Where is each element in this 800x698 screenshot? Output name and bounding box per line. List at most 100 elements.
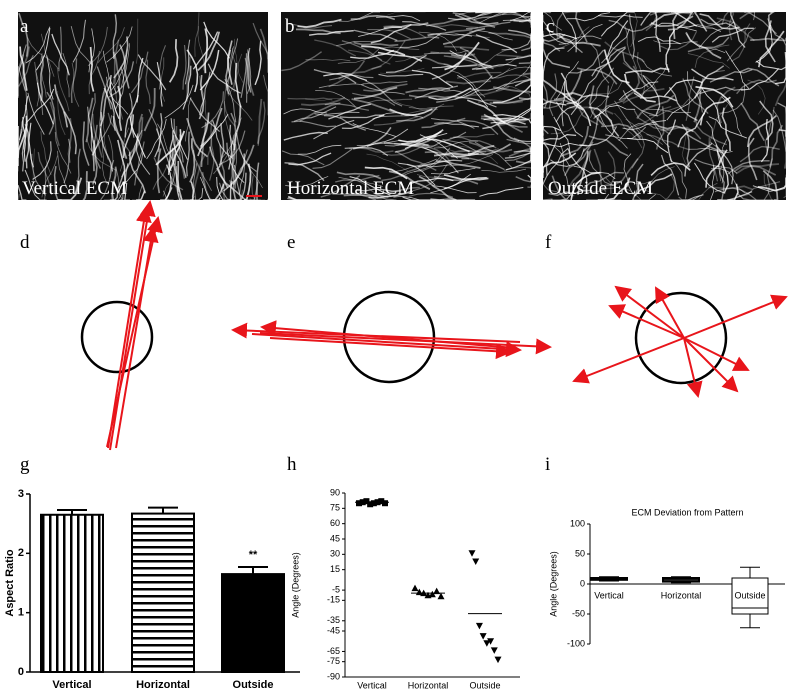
fiber [490,107,532,124]
fiber [32,141,52,180]
arrow [106,216,163,448]
fiber [305,58,351,62]
fiber [85,97,94,143]
y-tick-label: -100 [567,638,585,648]
fiber [443,55,488,69]
fiber [590,80,615,119]
fiber [588,106,620,137]
fiber [247,47,252,93]
fiber [63,111,77,155]
fiber [432,185,477,194]
fiber [378,112,424,118]
fiber [449,154,494,167]
fiber [173,135,187,179]
chart-title: ECM Deviation from Pattern [631,507,743,517]
fiber [747,79,766,115]
fiber [186,49,199,93]
fiber [164,164,172,201]
bar [40,513,104,673]
fiber [726,27,756,62]
fiber [24,169,47,201]
fiber [774,82,787,107]
fiber [86,138,117,171]
fiber [681,123,690,168]
fiber [353,29,398,42]
y-tick-label: 50 [575,548,585,558]
fiber [685,76,695,121]
fiber [518,97,532,105]
fiber [70,58,78,104]
panel-label: b [285,16,295,37]
fiber [18,12,29,57]
fiber [366,153,409,171]
fiber [733,165,777,176]
annotation: ** [249,549,258,561]
fiber [308,30,354,36]
x-tick-label: Horizontal [408,680,449,690]
fiber [631,105,672,129]
fiber [162,154,176,197]
fiber [124,182,130,201]
fiber [168,129,182,173]
fiber [198,74,205,120]
fiber [446,80,491,85]
fiber [762,169,779,201]
fiber [589,67,615,106]
fiber [518,60,532,64]
fiber [629,14,635,59]
y-tick-label: -35 [327,615,340,625]
fiber [468,141,513,153]
fiber [360,84,405,95]
y-tick-label: -90 [327,671,340,681]
fiber [414,85,459,99]
fiber [433,140,479,149]
fiber [434,122,479,128]
fiber [259,28,269,73]
fiber [495,63,532,92]
fiber [156,62,163,107]
fiber [218,123,225,168]
fiber [361,45,406,56]
fiber [631,128,645,169]
fiber [624,25,638,69]
fiber [426,138,470,153]
fiber [618,123,657,142]
fiber [239,149,248,194]
fiber [622,90,659,117]
fiber [408,192,454,198]
fiber [508,146,532,158]
fiber [764,20,776,63]
fiber [582,110,602,153]
x-tick-label: Vertical [52,679,91,691]
fiber [760,118,769,163]
fiber [92,140,98,185]
fiber [170,144,177,189]
point [433,587,441,595]
fiber [225,49,232,95]
fiber [244,181,259,201]
fiber [472,63,517,70]
fiber [619,65,640,102]
fiber [240,149,263,189]
fiber [97,27,125,63]
fiber [70,25,93,66]
fiber [764,106,775,151]
fiber [607,151,616,195]
arrow [115,226,159,449]
fiber [550,109,586,135]
fiber [400,103,445,116]
fiber [481,115,523,133]
fiber [637,181,675,201]
fiber [605,126,647,139]
fiber [37,151,53,195]
fiber [323,72,368,82]
y-tick-label: 0 [580,578,585,588]
fiber [567,23,603,53]
fiber [197,26,205,71]
fiber [503,85,532,103]
fiber [739,11,773,20]
fiber [497,113,532,127]
fiber [478,99,523,104]
fiber [343,194,389,198]
fiber [479,11,519,24]
